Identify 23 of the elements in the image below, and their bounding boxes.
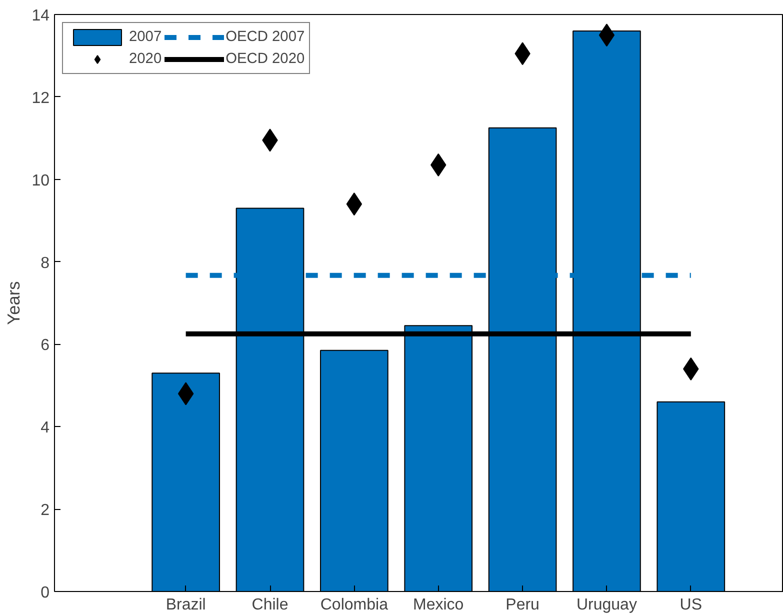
- legend-label: OECD 2007: [226, 29, 305, 45]
- y-tick-label: 2: [40, 502, 50, 520]
- y-tick-label: 10: [32, 172, 50, 190]
- legend-label: 2007: [129, 29, 162, 45]
- y-axis-title: Years: [4, 280, 24, 325]
- x-tick-label: Peru: [506, 596, 540, 614]
- legend-label: 2020: [129, 51, 162, 67]
- legend-label: OECD 2020: [226, 51, 305, 67]
- point: [346, 192, 362, 216]
- y-tick-label: 4: [40, 420, 50, 437]
- y-tick-label: 12: [32, 90, 50, 107]
- x-tick-label: Brazil: [166, 596, 206, 614]
- y-tick-label: 6: [40, 337, 50, 354]
- x-tick-label: Colombia: [320, 596, 388, 614]
- y-tick-label: 8: [40, 254, 50, 272]
- point: [598, 24, 615, 47]
- x-tick-label: Uruguay: [576, 596, 637, 614]
- point: [178, 382, 194, 406]
- y-tick-label: 0: [40, 584, 50, 602]
- y-tick-label: 14: [32, 8, 50, 24]
- x-tick-label: Chile: [252, 596, 288, 614]
- x-tick-label: US: [680, 596, 702, 614]
- x-tick-label: Mexico: [413, 596, 464, 614]
